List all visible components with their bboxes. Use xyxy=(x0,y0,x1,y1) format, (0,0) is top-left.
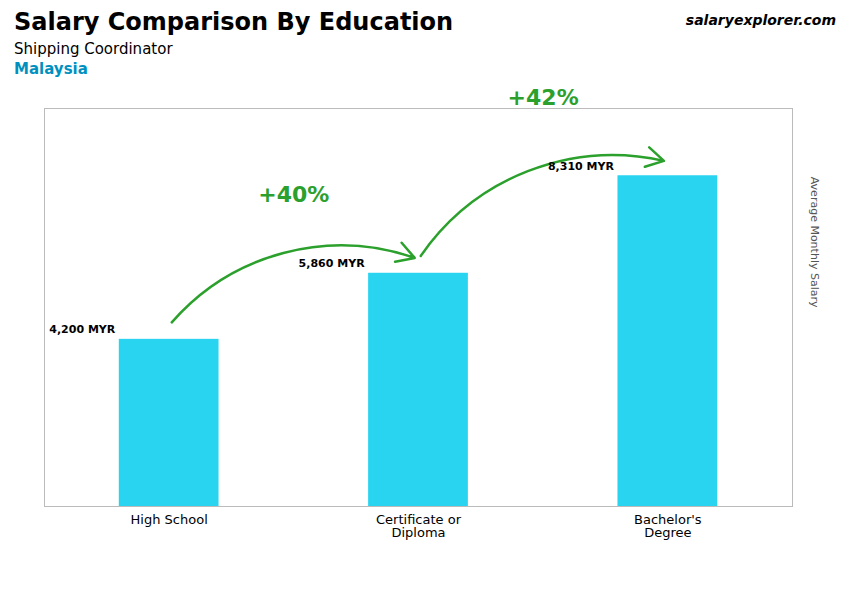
svg-text:Average Monthly Salary: Average Monthly Salary xyxy=(808,177,821,308)
svg-text:4,200 MYR: 4,200 MYR xyxy=(49,323,116,336)
html-text:Malaysia: Malaysia xyxy=(14,60,88,78)
svg-text:Certificate orDiploma: Certificate orDiploma xyxy=(376,512,462,540)
svg-text:High School: High School xyxy=(131,512,208,527)
html-text:Shipping Coordinator: Shipping Coordinator xyxy=(14,40,173,58)
svg-text:8,310 MYR: 8,310 MYR xyxy=(548,160,615,173)
svg-text:5,860 MYR: 5,860 MYR xyxy=(299,257,366,270)
html-text:salaryexplorer.com: salaryexplorer.com xyxy=(685,12,836,28)
svg-text:+40%: +40% xyxy=(258,182,329,207)
html-text:Salary Comparison By Education: Salary Comparison By Education xyxy=(14,8,454,36)
svg-text:+42%: +42% xyxy=(508,85,579,110)
svg-text:Bachelor'sDegree: Bachelor'sDegree xyxy=(634,512,702,540)
